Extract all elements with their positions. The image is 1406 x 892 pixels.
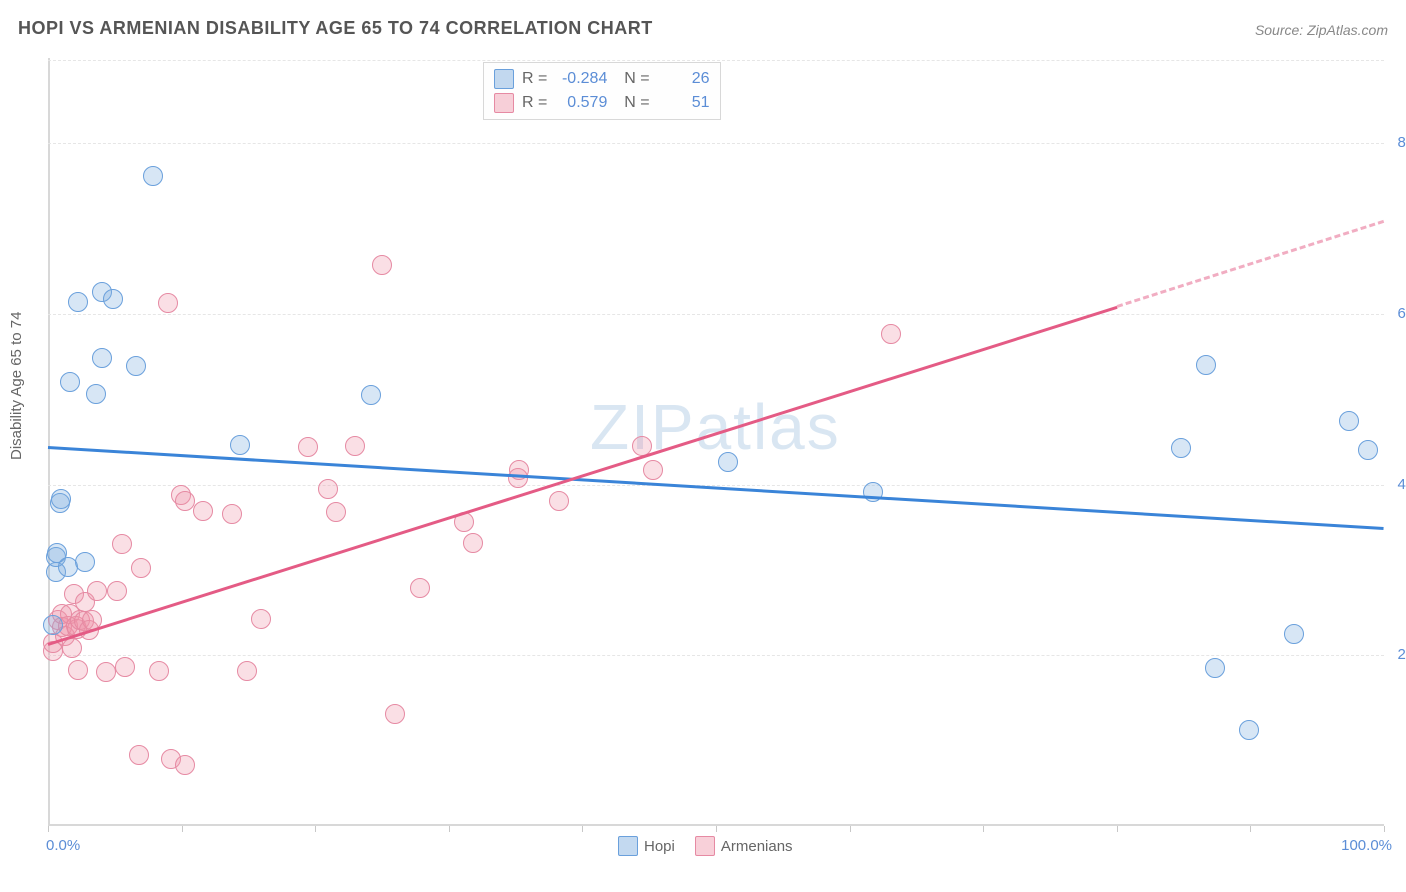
legend-swatch-blue xyxy=(494,69,514,89)
y-axis-line xyxy=(48,58,50,826)
hopi-point xyxy=(126,356,146,376)
hopi-point xyxy=(1358,440,1378,460)
armenians-point xyxy=(112,534,132,554)
armenians-point xyxy=(158,293,178,313)
hopi-point xyxy=(1284,624,1304,644)
hopi-point xyxy=(1171,438,1191,458)
hopi-point xyxy=(92,348,112,368)
armenians-point xyxy=(385,704,405,724)
armenians-point xyxy=(129,745,149,765)
gridline xyxy=(48,655,1384,656)
x-tick xyxy=(983,826,984,832)
legend-r-label: R = xyxy=(522,91,547,115)
x-tick xyxy=(1250,826,1251,832)
x-tick xyxy=(182,826,183,832)
hopi-point xyxy=(1205,658,1225,678)
armenians-point xyxy=(175,755,195,775)
y-axis-label: Disability Age 65 to 74 xyxy=(8,312,25,460)
y-tick-label: 40.0% xyxy=(1388,476,1406,493)
legend-swatch-pink xyxy=(695,836,715,856)
y-tick-label: 80.0% xyxy=(1388,134,1406,151)
armenians-point xyxy=(222,504,242,524)
legend-row-armenians: R = 0.579 N = 51 xyxy=(494,91,710,115)
armenians-point xyxy=(410,578,430,598)
x-tick xyxy=(1117,826,1118,832)
legend-n-label: N = xyxy=(615,67,649,91)
x-tick xyxy=(449,826,450,832)
hopi-point xyxy=(1239,720,1259,740)
armenians-point xyxy=(131,558,151,578)
x-tick xyxy=(315,826,316,832)
chart-title: HOPI VS ARMENIAN DISABILITY AGE 65 TO 74… xyxy=(18,18,653,39)
armenians-point xyxy=(251,609,271,629)
hopi-point xyxy=(43,615,63,635)
correlation-legend: R = -0.284 N = 26 R = 0.579 N = 51 xyxy=(483,62,721,120)
hopi-point xyxy=(143,166,163,186)
hopi-point xyxy=(75,552,95,572)
armenians-point xyxy=(298,437,318,457)
legend-n-label: N = xyxy=(615,91,649,115)
armenians-point xyxy=(193,501,213,521)
gridline xyxy=(48,314,1384,315)
armenians-point xyxy=(345,436,365,456)
legend-r-value: -0.284 xyxy=(555,67,607,91)
legend-label: Hopi xyxy=(644,838,675,855)
hopi-point xyxy=(1196,355,1216,375)
legend-item-armenians: Armenians xyxy=(695,836,793,856)
x-tick xyxy=(716,826,717,832)
legend-swatch-pink xyxy=(494,93,514,113)
x-tick xyxy=(48,826,49,832)
hopi-point xyxy=(68,292,88,312)
armenians-point xyxy=(318,479,338,499)
gridline xyxy=(48,143,1384,144)
legend-r-value: 0.579 xyxy=(555,91,607,115)
armenians-point xyxy=(96,662,116,682)
hopi-point xyxy=(103,289,123,309)
armenians-point xyxy=(549,491,569,511)
trend-line xyxy=(48,306,1118,646)
legend-n-value: 51 xyxy=(658,91,710,115)
armenians-point xyxy=(643,460,663,480)
armenians-point xyxy=(68,660,88,680)
x-tick xyxy=(1384,826,1385,832)
legend-label: Armenians xyxy=(721,838,793,855)
legend-r-label: R = xyxy=(522,67,547,91)
armenians-point xyxy=(881,324,901,344)
hopi-point xyxy=(718,452,738,472)
hopi-point xyxy=(230,435,250,455)
chart-plot-area: R = -0.284 N = 26 R = 0.579 N = 51 Hopi … xyxy=(48,58,1384,826)
armenians-point xyxy=(87,581,107,601)
source-attribution: Source: ZipAtlas.com xyxy=(1255,22,1388,38)
hopi-point xyxy=(60,372,80,392)
armenians-point xyxy=(463,533,483,553)
legend-item-hopi: Hopi xyxy=(618,836,675,856)
armenians-point xyxy=(372,255,392,275)
series-legend: Hopi Armenians xyxy=(618,836,793,856)
gridline xyxy=(48,60,1384,61)
x-tick xyxy=(850,826,851,832)
trend-line xyxy=(1116,220,1384,308)
legend-row-hopi: R = -0.284 N = 26 xyxy=(494,67,710,91)
x-axis-min-label: 0.0% xyxy=(46,837,80,854)
x-axis-max-label: 100.0% xyxy=(1341,837,1392,854)
trend-line xyxy=(48,446,1384,530)
gridline xyxy=(48,485,1384,486)
legend-swatch-blue xyxy=(618,836,638,856)
armenians-point xyxy=(107,581,127,601)
hopi-point xyxy=(1339,411,1359,431)
y-tick-label: 20.0% xyxy=(1388,646,1406,663)
hopi-point xyxy=(361,385,381,405)
armenians-point xyxy=(115,657,135,677)
armenians-point xyxy=(326,502,346,522)
armenians-point xyxy=(237,661,257,681)
armenians-point xyxy=(149,661,169,681)
legend-n-value: 26 xyxy=(658,67,710,91)
hopi-point xyxy=(86,384,106,404)
x-tick xyxy=(582,826,583,832)
y-tick-label: 60.0% xyxy=(1388,305,1406,322)
